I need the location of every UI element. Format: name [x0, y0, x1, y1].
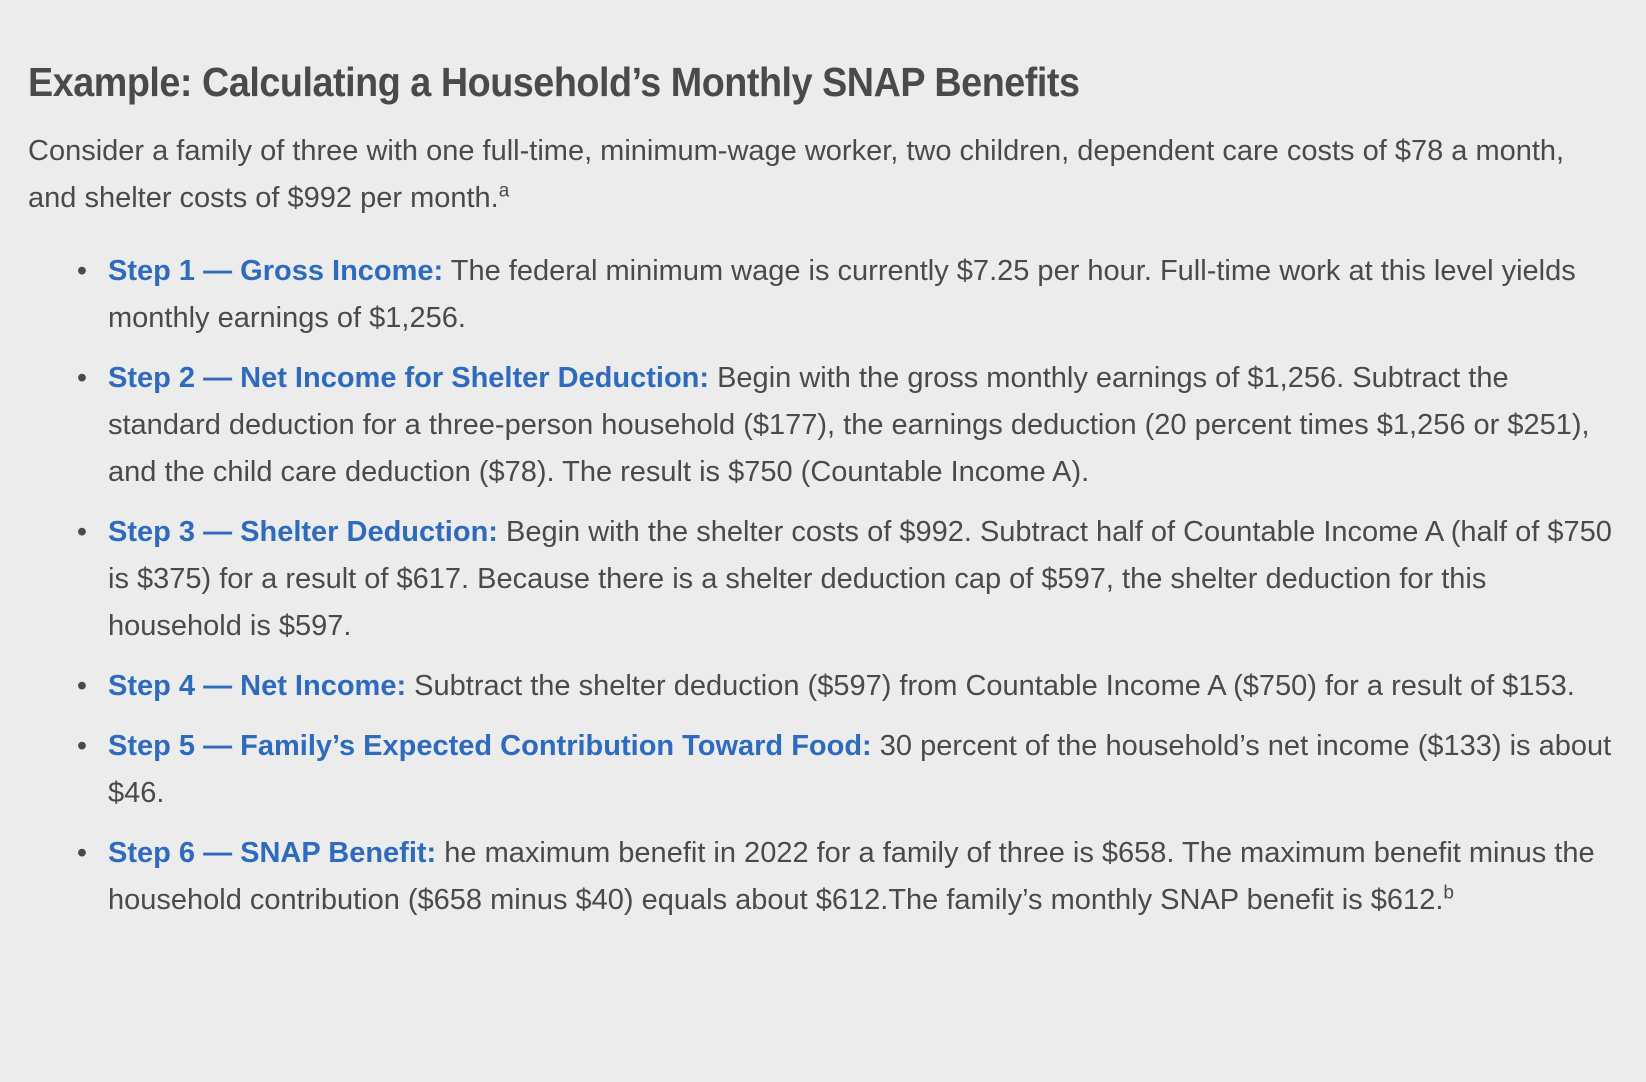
- step-1-text: The federal minimum wage is currently $7…: [108, 255, 1576, 334]
- list-item: • Step 5 — Family’s Expected Contributio…: [28, 723, 1618, 817]
- list-item: • Step 6 — SNAP Benefit: he maximum bene…: [28, 830, 1618, 924]
- steps-list: • Step 1 — Gross Income: The federal min…: [28, 248, 1618, 924]
- footnote-b: b: [1443, 882, 1454, 904]
- list-item: • Step 3 — Shelter Deduction: Begin with…: [28, 509, 1618, 650]
- bullet-icon: •: [76, 255, 88, 287]
- bullet-icon: •: [76, 670, 88, 702]
- step-2-text: Begin with the gross monthly earnings of…: [108, 362, 1590, 488]
- step-5-text: 30 percent of the household’s net income…: [108, 730, 1612, 809]
- list-item: • Step 2 — Net Income for Shelter Deduct…: [28, 355, 1618, 496]
- bullet-icon: •: [76, 516, 88, 548]
- step-5-label: Step 5 — Family’s Expected Contribution …: [108, 730, 872, 762]
- step-4-label: Step 4 — Net Income:: [108, 670, 407, 702]
- step-6-label: Step 6 — SNAP Benefit:: [108, 837, 437, 869]
- list-item: • Step 4 — Net Income: Subtract the shel…: [28, 663, 1618, 710]
- step-6-text: he maximum benefit in 2022 for a family …: [108, 837, 1595, 916]
- step-4-text: Subtract the shelter deduction ($597) fr…: [406, 670, 1575, 702]
- page-title: Example: Calculating a Household’s Month…: [28, 59, 1080, 105]
- bullet-icon: •: [76, 837, 88, 869]
- intro-text: Consider a family of three with one full…: [28, 135, 1565, 214]
- list-item: • Step 1 — Gross Income: The federal min…: [28, 248, 1618, 342]
- step-1-label: Step 1 — Gross Income:: [108, 255, 444, 287]
- step-3-text: Begin with the shelter costs of $992. Su…: [108, 516, 1612, 642]
- bullet-icon: •: [76, 730, 88, 762]
- footnote-a: a: [498, 180, 510, 202]
- step-3-label: Step 3 — Shelter Deduction:: [108, 516, 498, 548]
- bullet-icon: •: [76, 362, 88, 394]
- step-2-label: Step 2 — Net Income for Shelter Deductio…: [108, 362, 710, 394]
- intro-paragraph: Consider a family of three with one full…: [28, 128, 1618, 222]
